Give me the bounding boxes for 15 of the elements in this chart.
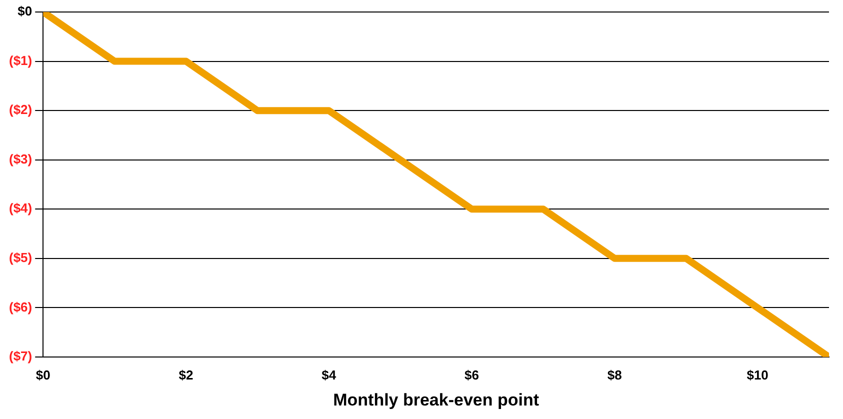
y-tick-label: ($4) bbox=[8, 200, 32, 216]
y-tick-label: ($6) bbox=[8, 299, 32, 314]
x-tick-label: $8 bbox=[607, 367, 622, 382]
x-tick-label: $4 bbox=[322, 367, 337, 382]
y-tick-label: ($3) bbox=[8, 151, 32, 166]
x-axis-title: Monthly break-even point bbox=[333, 390, 540, 410]
y-tick-label: ($1) bbox=[8, 52, 32, 68]
x-tick-label: $10 bbox=[746, 367, 768, 382]
y-tick-label: ($5) bbox=[8, 250, 32, 266]
x-tick-label: $0 bbox=[36, 367, 50, 382]
y-tick-label: ($7) bbox=[8, 348, 32, 364]
y-tick-label: $0 bbox=[18, 4, 32, 19]
x-tick-label: $2 bbox=[178, 367, 194, 382]
x-tick-label: $6 bbox=[464, 367, 480, 382]
y-tick-label: ($2) bbox=[8, 102, 32, 118]
